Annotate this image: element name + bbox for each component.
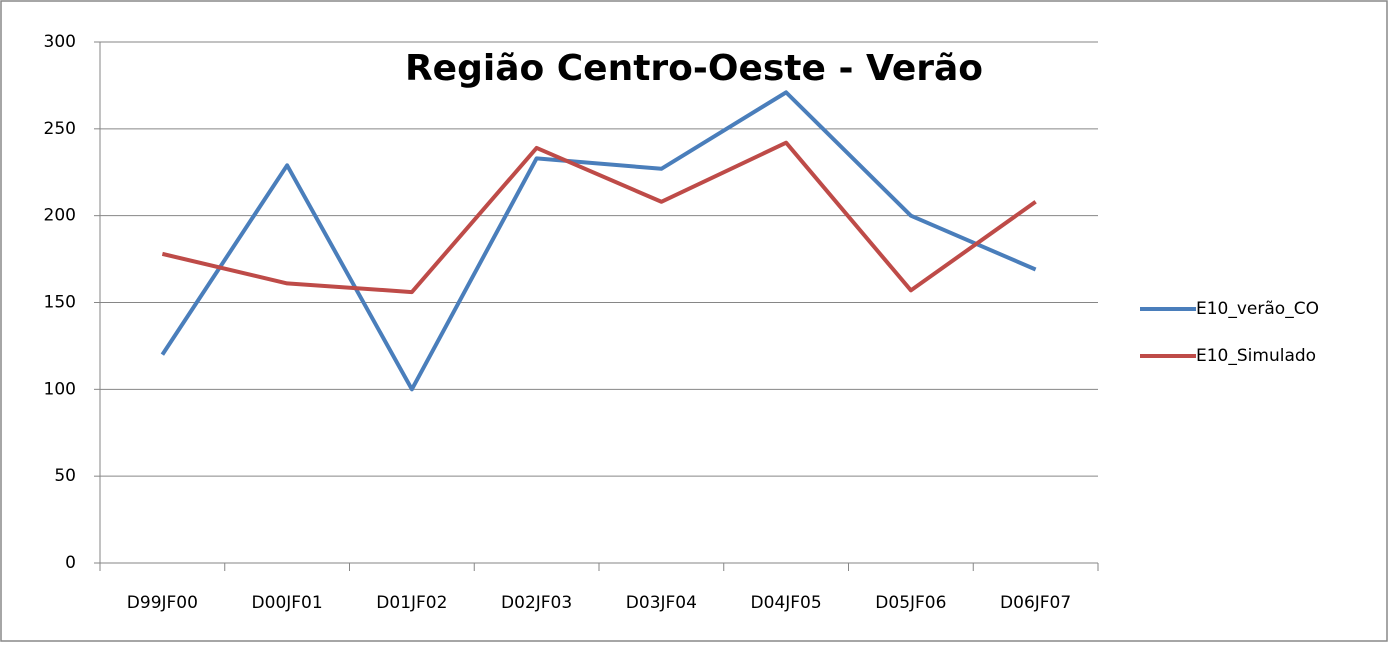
y-tick-label: 100 bbox=[44, 379, 76, 399]
y-tick-label: 50 bbox=[54, 466, 76, 486]
x-tick-label: D03JF04 bbox=[626, 593, 697, 613]
series-line bbox=[161, 140, 1037, 295]
chart-title: Região Centro-Oeste - Verão bbox=[405, 48, 983, 89]
legend-label: E10_Simulado bbox=[1196, 346, 1316, 366]
y-tick-label: 200 bbox=[44, 206, 76, 226]
legend-label: E10_verão_CO bbox=[1196, 299, 1319, 319]
x-tick-label: D01JF02 bbox=[376, 593, 447, 613]
y-tick-label: 250 bbox=[44, 119, 76, 139]
x-tick-label: D05JF06 bbox=[875, 593, 946, 613]
x-tick-label: D06JF07 bbox=[1000, 593, 1071, 613]
x-tick-label: D00JF01 bbox=[252, 593, 323, 613]
series-line bbox=[160, 90, 1037, 392]
x-tick-label: D04JF05 bbox=[751, 593, 822, 613]
y-tick-label: 0 bbox=[65, 553, 76, 573]
x-tick-label: D99JF00 bbox=[127, 593, 198, 613]
y-tick-label: 300 bbox=[44, 32, 76, 52]
x-tick-label: D02JF03 bbox=[501, 593, 572, 613]
y-tick-label: 150 bbox=[44, 293, 76, 313]
